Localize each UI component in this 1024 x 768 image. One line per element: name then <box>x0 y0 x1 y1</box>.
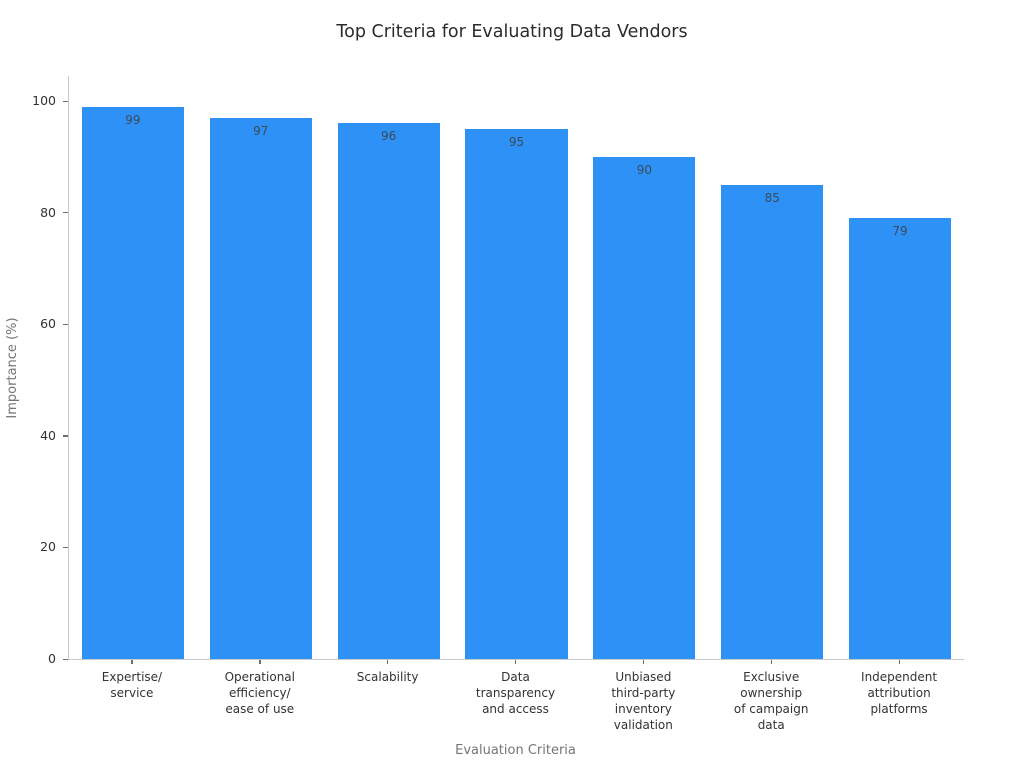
x-tick-mark <box>387 660 389 664</box>
y-tick-label: 80 <box>40 204 56 220</box>
plot-area: 99 97 96 95 90 85 79 <box>68 76 964 660</box>
y-tick-label: 60 <box>40 316 56 332</box>
x-tick-label: Operational efficiency/ ease of use <box>224 670 295 716</box>
bar: 90 <box>593 156 696 659</box>
x-tick-mark <box>131 660 133 664</box>
x-axis-title: Evaluation Criteria <box>455 743 576 758</box>
x-tick-mark <box>770 660 772 664</box>
y-tick-mark <box>63 435 68 437</box>
x-tick-label: Unbiased third-party inventory validatio… <box>611 670 676 732</box>
x-tick-mark <box>515 660 517 664</box>
bar: 95 <box>465 129 568 659</box>
y-tick-mark <box>63 100 68 102</box>
x-tick-label: Scalability <box>356 670 419 684</box>
bar: 85 <box>721 184 824 659</box>
bar-value-label: 97 <box>253 123 269 138</box>
bar-value-label: 96 <box>381 129 397 144</box>
x-tick-mark <box>898 660 900 664</box>
bar-value-label: 79 <box>892 224 908 239</box>
x-tick-label: Independent attribution platforms <box>861 670 938 716</box>
y-tick-label: 20 <box>40 539 56 555</box>
bar-value-label: 85 <box>764 190 780 205</box>
bar-value-label: 95 <box>508 135 525 149</box>
x-tick-label: Data transparency and access <box>475 670 556 716</box>
y-tick-label: 40 <box>40 427 56 443</box>
y-tick-label: 0 <box>48 651 56 666</box>
y-tick-label: 100 <box>32 93 56 109</box>
bar: 99 <box>81 106 185 659</box>
x-tick-label: Exclusive ownership of campaign data <box>733 670 809 732</box>
bar-value-label: 99 <box>125 112 141 127</box>
x-tick-mark <box>642 660 645 664</box>
bar-value-label: 90 <box>636 162 652 177</box>
y-tick-mark <box>63 546 68 549</box>
x-tick-label: Expertise/ service <box>101 670 163 700</box>
y-tick-mark <box>63 658 68 660</box>
x-tick-mark <box>259 660 261 664</box>
y-tick-mark <box>63 323 68 326</box>
bar: 96 <box>337 123 440 659</box>
chart-title: Top Criteria for Evaluating Data Vendors <box>336 22 688 42</box>
bar: 79 <box>848 218 952 659</box>
bar: 97 <box>209 117 312 659</box>
y-tick-mark <box>63 212 68 214</box>
